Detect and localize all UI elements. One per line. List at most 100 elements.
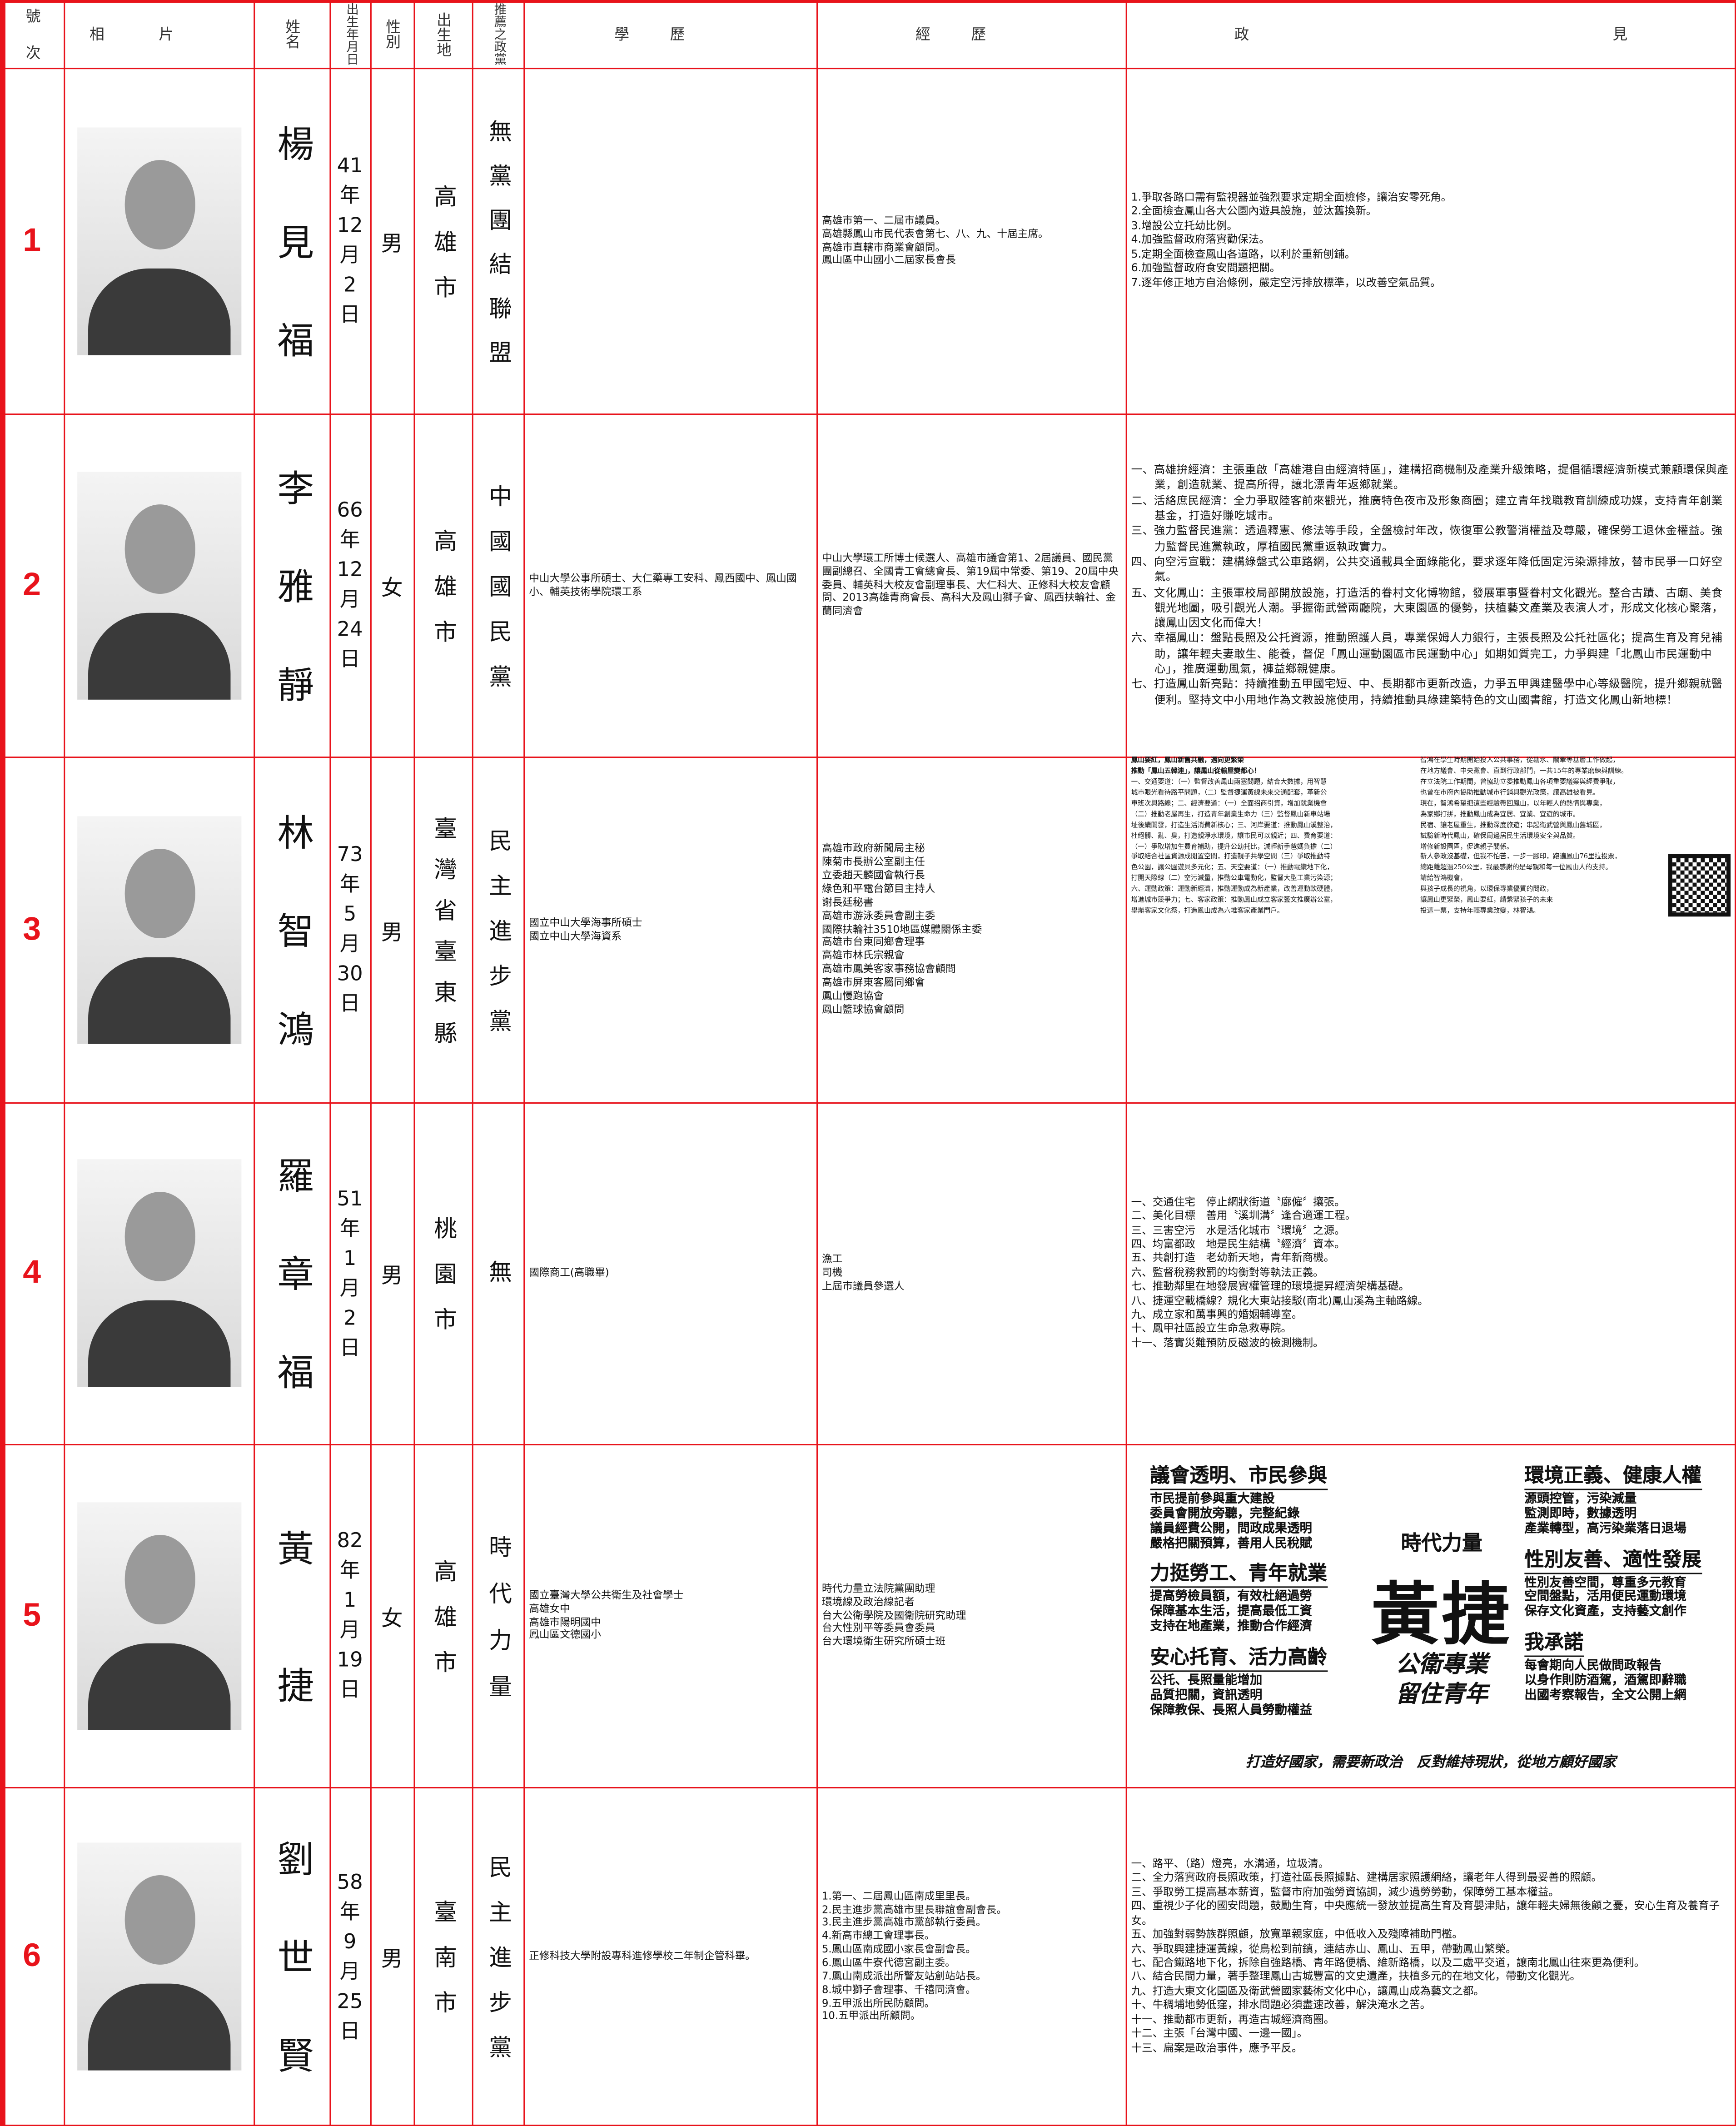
experience-line: 6.鳳山區牛寮代德宮副主委。 xyxy=(822,1956,955,1969)
header-text: 經歷 xyxy=(915,25,1027,44)
experience-line: 司機 xyxy=(822,1266,843,1279)
header-text: 姓名 xyxy=(283,19,301,49)
birth-part: 24 xyxy=(337,617,363,642)
platform-line: 六、運動政策：運動新經濟，推動運動成為新產業，改善運動軟硬體， xyxy=(1131,886,1337,894)
text-block: 時代力量立法院黨團助理 環境線及政治線記者 台大公衛學院及國衛院研究助理 台大性別平等… xyxy=(822,1582,966,1649)
photo-body xyxy=(87,1643,230,1730)
experience-line: 7.鳳山南成派出所警友站創站站長。 xyxy=(822,1970,986,1982)
poster-section: 環境正義、健康人權 源頭控管，污染減量 監測即時，數據透明 產業轉型，高污染業落日退場 xyxy=(1524,1460,1728,1537)
poster-item: 市民提前參與重大建設 xyxy=(1150,1491,1275,1507)
platform-line: 一、交通住宅 停止網狀街道〝廍僱〞攘張。 xyxy=(1131,1195,1345,1208)
platform-line: 三、強力監督民進黨：透過釋憲、修法等手段，全盤檢討年改，恢復軍公教警消權益及尊嚴… xyxy=(1131,523,1723,553)
header-text: 號次 xyxy=(24,8,42,60)
header-text: 相片 xyxy=(90,25,228,44)
text-block: 中山大學環工所博士候選人、高雄市議會第1、2屆議員、國民黨團副總召、全國青工會總… xyxy=(822,552,1120,618)
birth-part: 12 xyxy=(337,557,363,582)
experience-line: 台大環境衛生研究所碩士班 xyxy=(822,1635,946,1648)
party: 民主進步黨 xyxy=(483,827,511,1031)
text-block: 正修科技大學附設專科進修學校二年制企管科畢。 xyxy=(529,1950,756,1963)
poster-column: 環境正義、健康人權 源頭控管，污染減量 監測即時，數據透明 產業轉型，高污染業落日退場… xyxy=(1524,1460,1728,1711)
cell: 無 xyxy=(472,1102,523,1444)
platform-block: 一、路平、（路）燈亮，水溝通，垃圾清。 二、全力落實政府長照政策，打造社區長照據點… xyxy=(1131,1857,1733,2055)
poster-item: 出國考察報告，全文公開上網 xyxy=(1524,1688,1686,1703)
platform-line: 請給智鴻機會， xyxy=(1420,875,1467,883)
header-text: 政見 xyxy=(1234,25,1628,44)
poster-section: 性別友善、適性發展 性別友善空間，尊重多元教育 空間盤點，活用便民運動環境 保存文化資… xyxy=(1524,1544,1728,1621)
platform-line: 六、監督稅務救罰的均衡對等執法正義。 xyxy=(1131,1266,1324,1279)
platform-line: 十、牛稠埔地勢低窪，排水問題必須盡速改善，解決淹水之苦。 xyxy=(1131,1999,1431,2011)
platform-line: 色公園，讓公園遊具多元化；五、天空要道：（一）推動電纜地下化， xyxy=(1131,864,1333,872)
cell: 1.第一、二屆鳳山區南成里里長。 2.民主進步黨高雄市里長聯誼會副會長。 3.民主進… xyxy=(816,1787,1126,2126)
text-cell: 時代力量立法院黨團助理 環境線及政治線記者 台大公衛學院及國衛院研究助理 台大性別平等… xyxy=(816,1582,971,1649)
birth-part: 日 xyxy=(339,647,360,672)
photo-body xyxy=(87,268,230,355)
photo-head xyxy=(124,848,195,938)
cell: 中山大學環工所博士候選人、高雄市議會第1、2屆議員、國民黨團副總召、全國青工會總… xyxy=(816,413,1126,757)
cell xyxy=(523,68,816,413)
birthplace: 臺南市 xyxy=(428,1899,456,2014)
poster-item: 提高勞檢員額，有效杜絕過勞 xyxy=(1150,1589,1312,1605)
platform-line: 十、鳳甲社區設立生命急救專院。 xyxy=(1131,1322,1292,1335)
platform-line: 舉辦客家文化祭，打造鳳山成為六堆客家產業門戶。 xyxy=(1131,907,1284,916)
platform-line: 二、全力落實政府長照政策，打造社區長照據點、建構居家照護網絡，讓老年人得到最妥善… xyxy=(1131,1872,1602,1884)
candidate-name: 黃捷 xyxy=(270,1529,313,1703)
experience-line: 立委趙天麟國會執行長 xyxy=(822,869,925,882)
poster-item: 保障教保、長照人員勞動權益 xyxy=(1150,1703,1312,1718)
photo xyxy=(76,1159,241,1387)
platform-line: 三、爭取勞工提高基本薪資，監督市府加強勞資協調，減少過勞勞動，保障勞工基本權益。 xyxy=(1131,1886,1559,1898)
experience-line: 台大公衛學院及國衛院研究助理 xyxy=(822,1608,966,1621)
platform-line: 九、成立家和萬事興的婚姻輔導室。 xyxy=(1131,1308,1303,1321)
column-line xyxy=(329,0,331,2126)
poster-item: 委員會開放旁聽，完整紀錄 xyxy=(1150,1506,1300,1521)
text-block: 國際商工(高職畢) xyxy=(529,1266,609,1280)
platform-line: 智鴻在學生時期開始投入公共事務，從勘水、關牽等基層工作做起， xyxy=(1420,757,1620,765)
party: 無 xyxy=(483,1260,511,1283)
poster-item: 產業轉型，高污染業落日退場 xyxy=(1524,1521,1686,1536)
photo-head xyxy=(124,159,195,249)
birth-date: 66 年 12 月 24 日 xyxy=(337,498,363,672)
cell: 5 xyxy=(0,1444,64,1787)
cell: 73 年 5 月 30 日 xyxy=(329,757,370,1102)
cell: 51 年 1 月 2 日 xyxy=(329,1102,370,1444)
platform-column: 鳳山要紅，鳳山新舊共融，邁向更繁榮 推動「鳳山五韓連」，讓鳳山從輸屋變都心！ 一、交… xyxy=(1131,757,1404,918)
birthplace: 臺灣省臺東縣 xyxy=(428,815,456,1044)
platform-line: （一）爭取增加生費育補助，提升公幼托比，減輕新手爸媽負擔（二） xyxy=(1131,842,1337,851)
platform-line: 總距離超過250公里，我最感謝的是母親和每一位鳳山人的支持。 xyxy=(1420,864,1612,872)
birth-part: 月 xyxy=(339,1275,360,1300)
column-line xyxy=(816,0,818,2126)
cell: 高雄市 xyxy=(413,68,472,413)
birth-date: 58 年 9 月 25 日 xyxy=(337,1870,363,2043)
experience-line: 環境線及政治線記者 xyxy=(822,1595,915,1608)
birth-date: 82 年 1 月 19 日 xyxy=(337,1529,363,1702)
platform-line: 在地方議會、中央黨會、直到行政部門，一共15年的專業磨練與訓練。 xyxy=(1420,767,1628,776)
platform-line: 一、交通要道：（一）監督改善鳳山兩塞問題，結合大數據，用智慧 xyxy=(1131,778,1327,787)
experience-line: 綠色和平電台節目主持人 xyxy=(822,882,935,895)
education-line: 國際商工(高職畢) xyxy=(529,1266,609,1279)
experience-line: 高雄市直轄市商業會顧問。 xyxy=(822,240,946,253)
cell: 鳳山要紅，鳳山新舊共融，邁向更繁榮 推動「鳳山五韓連」，讓鳳山從輸屋變都心！ 一、交… xyxy=(1126,757,1736,1102)
platform-line: 打開天際線（二）空污減量，推動公車電動化，監督大型工業污染源； xyxy=(1131,875,1337,883)
experience-line: 漁工 xyxy=(822,1253,843,1265)
row-line xyxy=(0,0,1736,3)
poster-section: 議會透明、市民參與 市民提前參與重大建設 委員會開放旁聽，完整紀錄 議員經費公開，問政… xyxy=(1150,1460,1353,1552)
birth-part: 9 xyxy=(343,1928,357,1953)
cell: 臺南市 xyxy=(413,1787,472,2126)
birthplace: 高雄市 xyxy=(428,1558,456,1673)
column-line xyxy=(64,0,65,2126)
text-block: 1.第一、二屆鳳山區南成里里長。 2.民主進步黨高雄市里長聯誼會副會長。 3.民主進… xyxy=(822,1890,1007,2023)
header-cell: 學歷 xyxy=(523,0,816,68)
platform-block: 一、高雄拚經濟：主張重啟「高雄港自由經濟特區」，建構招商機制及產業升級策略，提倡… xyxy=(1131,463,1733,708)
candidate-name: 李雅靜 xyxy=(270,468,313,702)
platform-line: 二、活絡庶民經濟：全力爭取陸客前來觀光，推廣特色夜市及形象商圈；建立青年找職教育… xyxy=(1131,493,1723,522)
birthplace: 桃園市 xyxy=(428,1216,456,1330)
text-cell: 國際商工(高職畢) xyxy=(523,1266,614,1280)
cell: 58 年 9 月 25 日 xyxy=(329,1787,370,2126)
photo-body xyxy=(87,956,230,1044)
poster-heading: 環境正義、健康人權 xyxy=(1524,1460,1701,1490)
poster-heading: 性別友善、適性發展 xyxy=(1524,1544,1701,1574)
platform-line: 為家鄉打拼，推動鳳山成為宜居、宜業、宜遊的城市。 xyxy=(1420,810,1580,819)
birth-part: 51 xyxy=(337,1185,363,1210)
gender: 男 xyxy=(381,1946,403,1972)
